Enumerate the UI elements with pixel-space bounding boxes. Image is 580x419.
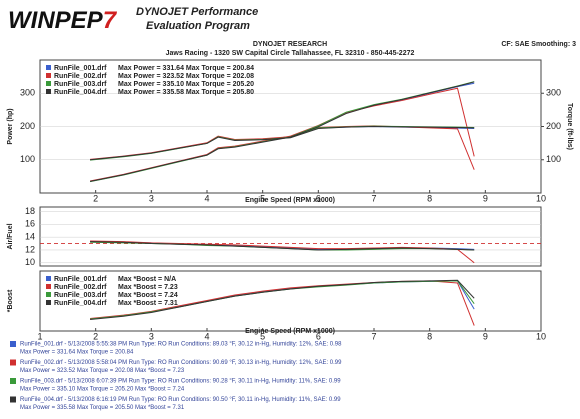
run-summary: Max Power = 331.64 Max Torque = 200.84 bbox=[20, 350, 134, 356]
x-tick-label: 4 bbox=[204, 193, 209, 203]
legend-stats: Max Power = 335.10 Max Torque = 205.20 bbox=[118, 81, 254, 88]
legend-stats: Max *Boost = 7.31 bbox=[118, 300, 178, 307]
run-swatch bbox=[10, 378, 16, 384]
legend-stats: Max Power = 331.64 Max Torque = 200.84 bbox=[118, 65, 254, 72]
x-axis-label: Engine Speed (RPM x1000) bbox=[245, 328, 335, 335]
y-tick-label: 18 bbox=[25, 206, 35, 216]
legend-name: RunFile_002.drf bbox=[54, 73, 107, 80]
x-tick-label: 8 bbox=[427, 331, 432, 341]
logo: WINPEP7 bbox=[8, 7, 118, 34]
plot-frame bbox=[39, 206, 542, 267]
x-tick-label: 10 bbox=[536, 193, 546, 203]
y2-axis-label: Torque (ft-lbs) bbox=[566, 103, 573, 150]
legend-stats: Max *Boost = 7.23 bbox=[118, 284, 178, 291]
plot-frame bbox=[39, 270, 542, 332]
x-tick-label: 5 bbox=[260, 331, 265, 341]
x-tick-label: 9 bbox=[483, 331, 488, 341]
y-axis-label: Air/Fuel bbox=[7, 223, 14, 249]
run-summary: Max Power = 335.58 Max Torque = 205.50 M… bbox=[20, 405, 185, 411]
series-line bbox=[90, 82, 475, 182]
series-line bbox=[90, 279, 475, 321]
y-axis-label: *Boost bbox=[7, 289, 14, 312]
run-swatch bbox=[10, 341, 16, 347]
legend-name: RunFile_001.drf bbox=[54, 65, 107, 72]
logo-digit: 7 bbox=[103, 7, 118, 34]
run-swatch bbox=[10, 359, 16, 366]
y2-tick-label: 200 bbox=[546, 121, 561, 131]
y2-tick-label: 100 bbox=[546, 154, 561, 164]
run-details: RunFile_003.drf - 5/13/2008 6:07:39 PM R… bbox=[20, 379, 341, 385]
legend-swatch bbox=[46, 89, 51, 94]
run-details: RunFile_004.drf - 5/13/2008 6:16:19 PM R… bbox=[20, 397, 341, 403]
legend-swatch bbox=[46, 292, 51, 297]
y-tick-label: 300 bbox=[20, 88, 35, 98]
x-tick-label: 3 bbox=[149, 331, 154, 341]
run-details: RunFile_002.drf - 5/13/2008 5:58:04 PM R… bbox=[20, 360, 342, 366]
legend-swatch bbox=[46, 300, 51, 305]
legend-stats: Max *Boost = N/A bbox=[118, 276, 176, 283]
x-axis-label: Engine Speed (RPM x1000) bbox=[245, 197, 335, 204]
x-tick-label: 8 bbox=[427, 193, 432, 203]
x-tick-label: 7 bbox=[371, 193, 376, 203]
x-tick-label: 6 bbox=[316, 193, 321, 203]
y-tick-label: 10 bbox=[25, 257, 35, 267]
run-swatch bbox=[10, 396, 16, 403]
x-tick-label: 2 bbox=[93, 331, 98, 341]
shop: Jaws Racing - 1320 SW Capital Circle Tal… bbox=[166, 50, 415, 57]
y-axis-label: Power (hp) bbox=[7, 108, 14, 144]
y-tick-label: 12 bbox=[25, 244, 35, 254]
y-tick-label: 200 bbox=[20, 121, 35, 131]
legend-swatch bbox=[46, 284, 51, 289]
x-tick-label: 7 bbox=[371, 331, 376, 341]
product: DYNOJET Performance bbox=[136, 6, 258, 18]
legend-swatch bbox=[46, 73, 51, 78]
x-tick-label: 2 bbox=[93, 193, 98, 203]
series-line bbox=[90, 87, 475, 182]
y-tick-label: 100 bbox=[20, 154, 35, 164]
series-line bbox=[90, 240, 475, 264]
x-tick-label: 10 bbox=[536, 331, 546, 341]
x-tick-label: 9 bbox=[483, 193, 488, 203]
torque-line bbox=[90, 125, 475, 161]
legend-name: RunFile_004.drf bbox=[54, 300, 107, 307]
subtitle: Evaluation Program bbox=[146, 20, 250, 32]
legend-stats: Max *Boost = 7.24 bbox=[118, 292, 178, 299]
legend-stats: Max Power = 323.52 Max Torque = 202.08 bbox=[118, 73, 254, 80]
x-tick-label: 4 bbox=[204, 331, 209, 341]
x-tick-label: 1 bbox=[37, 331, 42, 341]
run-summary: Max Power = 323.52 Max Torque = 202.08 M… bbox=[20, 368, 185, 374]
company: DYNOJET RESEARCH bbox=[253, 41, 327, 48]
series-line bbox=[90, 241, 475, 251]
logo-text: WINPEP bbox=[8, 7, 104, 34]
y-tick-label: 14 bbox=[25, 232, 35, 242]
run-details: RunFile_001.drf - 5/13/2008 5:55:38 PM R… bbox=[20, 342, 342, 348]
legend-name: RunFile_001.drf bbox=[54, 276, 107, 283]
y2-tick-label: 300 bbox=[546, 88, 561, 98]
x-tick-label: 3 bbox=[149, 193, 154, 203]
run-summary: Max Power = 335.10 Max Torque = 205.20 M… bbox=[20, 387, 185, 393]
settings: CF: SAE Smoothing: 3 bbox=[501, 41, 576, 48]
x-tick-label: 6 bbox=[316, 331, 321, 341]
legend-swatch bbox=[46, 65, 51, 70]
x-tick-label: 5 bbox=[260, 193, 265, 203]
legend-swatch bbox=[46, 81, 51, 86]
torque-line bbox=[90, 125, 475, 170]
series-line bbox=[90, 81, 475, 182]
legend-name: RunFile_003.drf bbox=[54, 81, 107, 88]
torque-line bbox=[90, 125, 475, 161]
legend-swatch bbox=[46, 276, 51, 281]
legend-name: RunFile_002.drf bbox=[54, 284, 107, 291]
legend-stats: Max Power = 335.58 Max Torque = 205.80 bbox=[118, 89, 254, 96]
torque-line bbox=[90, 125, 475, 161]
legend-name: RunFile_003.drf bbox=[54, 292, 107, 299]
y-tick-label: 16 bbox=[25, 219, 35, 229]
legend-name: RunFile_004.drf bbox=[54, 89, 107, 96]
